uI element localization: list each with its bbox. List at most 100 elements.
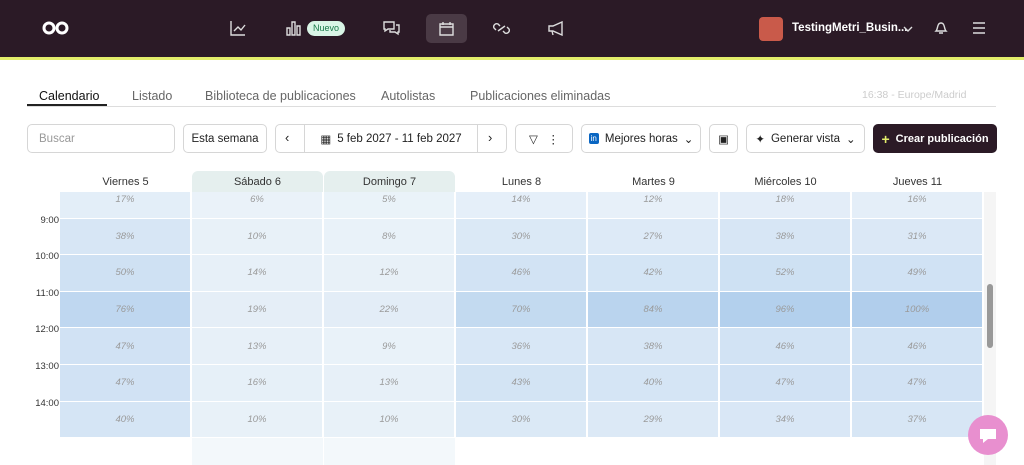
heatmap-cell: 47% bbox=[60, 328, 191, 365]
heatmap-cell: 47% bbox=[852, 365, 983, 402]
create-button[interactable]: + Crear publicación bbox=[873, 124, 997, 153]
heatmap-cell: 13% bbox=[324, 365, 455, 402]
chat-button[interactable] bbox=[968, 415, 1008, 455]
heatmap-cell: 46% bbox=[852, 328, 983, 365]
heatmap-cell: 13% bbox=[192, 328, 323, 365]
filter-button[interactable]: ▽ ⋮ bbox=[515, 124, 573, 153]
view-button[interactable]: ✦ Generar vista ⌄ bbox=[746, 124, 865, 153]
heatmap-cell: 84% bbox=[588, 291, 719, 329]
heatmap-cell: 46% bbox=[720, 328, 851, 365]
heatmap-cell: 46% bbox=[456, 255, 587, 292]
timezone[interactable]: 16:38 - Europe/Madrid bbox=[862, 89, 967, 101]
heatmap-cell: 12% bbox=[324, 255, 455, 292]
heatmap-cell: 52% bbox=[720, 255, 851, 292]
account-name[interactable]: TestingMetri_Busin... bbox=[792, 22, 908, 34]
heatmap-cell: 70% bbox=[456, 291, 587, 329]
stats-icon[interactable] bbox=[230, 20, 246, 36]
hour-label: 9:00 bbox=[40, 214, 60, 226]
view-text: Generar vista bbox=[770, 132, 841, 145]
heatmap-cell: 17% bbox=[60, 192, 191, 219]
day-header: Sábado 6 bbox=[192, 171, 323, 192]
megaphone-icon[interactable] bbox=[548, 21, 565, 36]
analytics-icon[interactable] bbox=[285, 20, 301, 36]
heatmap-cell: 19% bbox=[192, 291, 323, 329]
bell-icon[interactable] bbox=[934, 20, 948, 36]
divider bbox=[477, 125, 478, 152]
calendar-icon bbox=[439, 22, 454, 36]
weekend-column bbox=[324, 192, 455, 465]
tab[interactable]: Autolistas bbox=[381, 89, 436, 103]
day-header: Martes 9 bbox=[632, 176, 675, 188]
heatmap-cell: 9% bbox=[324, 328, 455, 365]
heatmap-cell: 47% bbox=[60, 365, 191, 402]
heatmap-cell: 36% bbox=[456, 328, 587, 365]
tab[interactable]: Listado bbox=[132, 89, 173, 103]
hour-label: 10:00 bbox=[35, 251, 59, 263]
day-header: Viernes 5 bbox=[102, 176, 149, 188]
heatmap-cell: 38% bbox=[720, 218, 851, 256]
link-icon[interactable] bbox=[493, 21, 510, 36]
calendar-active[interactable] bbox=[426, 14, 467, 43]
menu-icon[interactable] bbox=[972, 22, 986, 34]
heatmap-cell: 30% bbox=[456, 218, 587, 256]
heatmap-cell: 29% bbox=[588, 401, 719, 439]
weekend-column bbox=[192, 192, 323, 465]
heatmap-grid: 8:0017%6%5%14%12%18%16%9:0038%10%8%30%27… bbox=[27, 192, 984, 465]
chevron bbox=[903, 26, 913, 32]
heatmap-cell: 43% bbox=[456, 365, 587, 402]
day-header: Lunes 8 bbox=[501, 176, 542, 188]
heatmap-cell: 40% bbox=[588, 365, 719, 402]
heatmap-cell: 50% bbox=[60, 255, 191, 292]
heatmap-cell: 16% bbox=[852, 192, 983, 219]
avatar[interactable] bbox=[759, 17, 783, 41]
scrollbar bbox=[984, 192, 996, 465]
heatmap-cell: 31% bbox=[852, 218, 983, 256]
heatmap-cell: 10% bbox=[192, 218, 323, 256]
search-input[interactable]: Buscar bbox=[27, 124, 175, 153]
day-header: Domingo 7 bbox=[324, 171, 455, 192]
hour-label: 11:00 bbox=[35, 287, 59, 299]
heatmap-cell: 96% bbox=[720, 291, 851, 329]
tab[interactable]: Publicaciones eliminadas bbox=[470, 89, 611, 103]
hour-label: 14:00 bbox=[35, 397, 59, 409]
heatmap-cell: 49% bbox=[852, 255, 983, 292]
hour-label: 13:00 bbox=[35, 361, 59, 372]
heatmap-cell: 6% bbox=[192, 192, 323, 219]
top-bar: Nuevo TestingMetri_Busin... bbox=[0, 0, 1024, 57]
heatmap-cell: 34% bbox=[720, 401, 851, 439]
new-badge: Nuevo bbox=[307, 21, 346, 36]
prev-arrow[interactable]: ‹ bbox=[285, 130, 290, 145]
heatmap-cell: 40% bbox=[60, 401, 191, 439]
create-text: Crear publicación bbox=[895, 132, 989, 145]
best-hours-text: Mejores horas bbox=[604, 132, 678, 145]
logo bbox=[42, 21, 69, 35]
hour-label: 12:00 bbox=[35, 324, 59, 336]
heatmap-cell: 10% bbox=[324, 401, 455, 439]
heatmap-cell: 76% bbox=[60, 291, 191, 329]
tab[interactable]: Biblioteca de publicaciones bbox=[205, 89, 356, 103]
heatmap-cell: 38% bbox=[60, 218, 191, 256]
date-range[interactable]: ▦ 5 feb 2027 - 11 feb 2027 bbox=[275, 124, 507, 153]
heatmap-cell: 42% bbox=[588, 255, 719, 292]
heatmap-cell: 14% bbox=[192, 255, 323, 292]
best-hours[interactable]: in Mejores horas ⌄ bbox=[581, 124, 701, 153]
heatmap-cell: 47% bbox=[720, 365, 851, 402]
range-text: 5 feb 2027 - 11 feb 2027 bbox=[337, 132, 462, 145]
heatmap-cell: 16% bbox=[192, 365, 323, 402]
heatmap-cell: 10% bbox=[192, 401, 323, 439]
heatmap-cell: 22% bbox=[324, 291, 455, 329]
inbox-icon[interactable] bbox=[383, 20, 400, 36]
heatmap-cell: 5% bbox=[324, 192, 455, 219]
tab[interactable]: Calendario bbox=[39, 89, 100, 103]
heatmap-cell: 30% bbox=[456, 401, 587, 439]
week-button[interactable]: Esta semana bbox=[183, 124, 267, 153]
media-button[interactable]: ▣ bbox=[709, 124, 738, 153]
tab-divider bbox=[27, 106, 996, 107]
next-arrow[interactable]: › bbox=[488, 130, 493, 145]
heatmap-cell: 27% bbox=[588, 218, 719, 256]
heatmap-cell: 8% bbox=[324, 218, 455, 256]
heatmap-cell: 37% bbox=[852, 401, 983, 439]
heatmap-cell: 18% bbox=[720, 192, 851, 219]
accent-line bbox=[0, 57, 1024, 60]
